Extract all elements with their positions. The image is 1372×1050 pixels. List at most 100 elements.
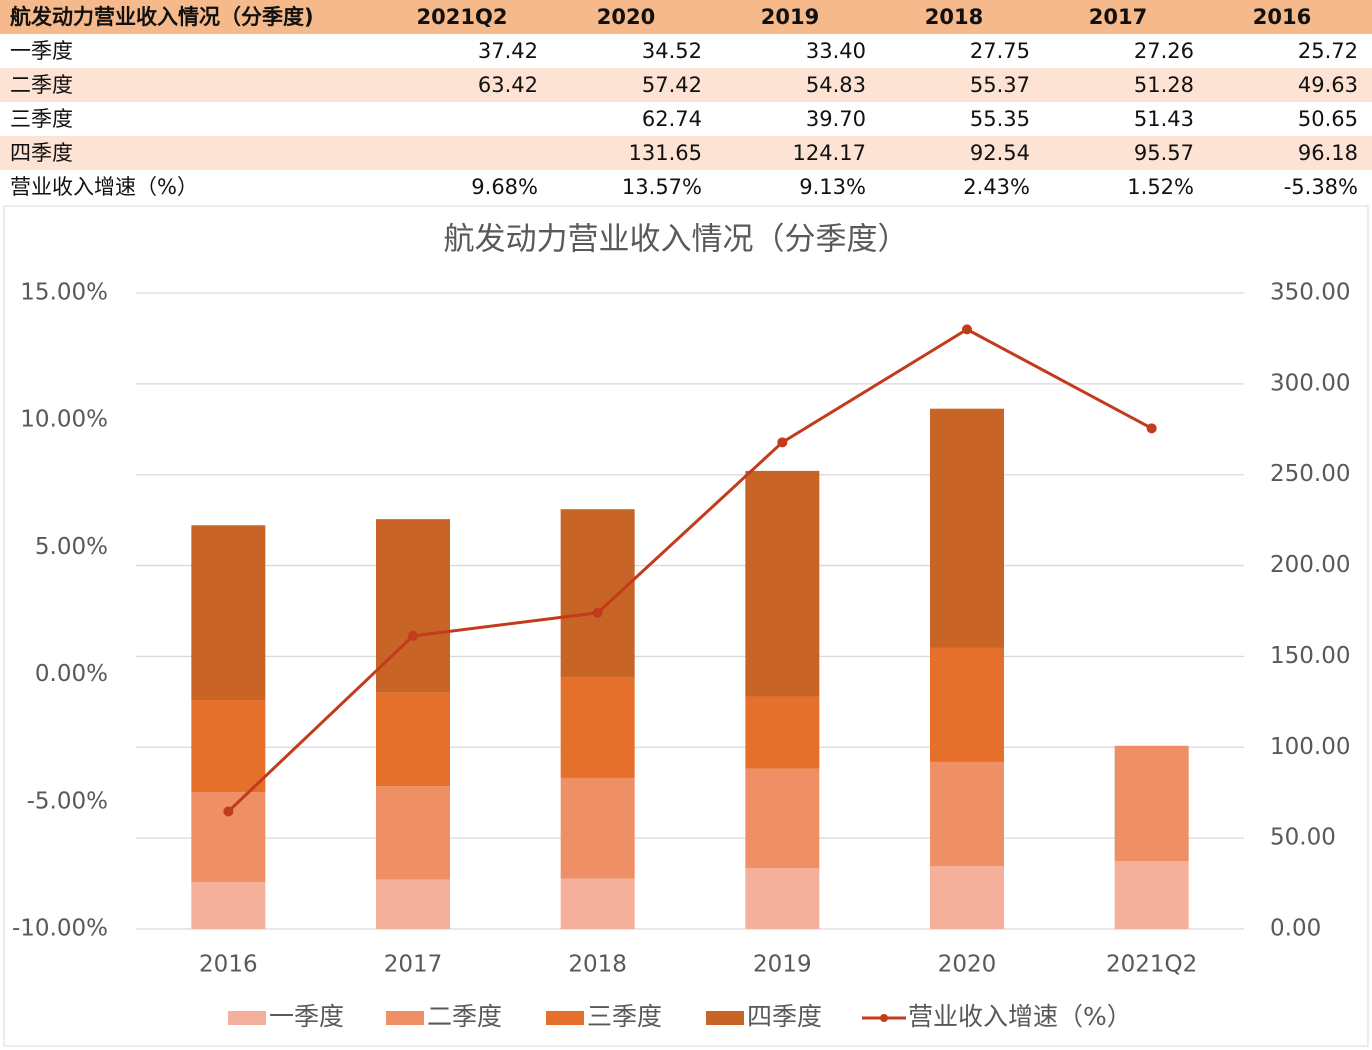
table-cell: 27.26	[1133, 39, 1194, 63]
legend-label: 一季度	[269, 1002, 344, 1031]
table-cell: 33.40	[805, 39, 866, 63]
table-cell: 13.57%	[621, 175, 702, 199]
x-tick-label: 2020	[938, 952, 997, 978]
bar-segment	[1114, 861, 1189, 929]
table-cell: 2018	[924, 5, 984, 29]
bar-segment	[745, 868, 820, 929]
y-tick-label: 15.00%	[20, 280, 108, 306]
bar-segment	[560, 777, 635, 879]
table-cell: 航发动力营业收入情况（分季度)	[10, 5, 314, 29]
table-cell: 95.57	[1133, 141, 1194, 165]
bar-segment	[376, 692, 450, 787]
bar-segment	[191, 882, 266, 929]
table-cell: 1.52%	[1127, 175, 1194, 199]
bar-segment	[376, 519, 450, 693]
table-row: 四季度 131.65 124.17 92.54 95.57 96.18	[0, 136, 1372, 170]
x-tick-label: 2021Q2	[1106, 952, 1197, 978]
line-marker	[962, 324, 972, 335]
table-cell: 50.65	[1297, 107, 1358, 131]
table-cell: 54.83	[805, 73, 866, 97]
x-tick-label: 2019	[753, 952, 812, 978]
table-cell: -5.38%	[1283, 175, 1358, 199]
bar-segment	[560, 878, 635, 929]
bar-segment	[930, 866, 1004, 929]
table-cell: 营业收入增速（%）	[10, 175, 198, 199]
y-tick-label: 10.00%	[20, 407, 108, 433]
bar-segment	[376, 786, 450, 880]
table-row: 营业收入增速（%） 9.68% 13.57% 9.13% 2.43% 1.52% -5.38…	[0, 170, 1372, 204]
table-cell: 57.42	[641, 73, 702, 97]
table-row: 航发动力营业收入情况（分季度) 2021Q2 2020 2019 2018 2017 201…	[0, 0, 1372, 34]
bar-segment	[376, 879, 450, 929]
line-marker	[1146, 423, 1157, 434]
table-cell: 2019	[760, 5, 820, 29]
table-cell: 2017	[1088, 5, 1148, 29]
table-cell: 131.65	[628, 141, 702, 165]
y2-tick-label: 50.00	[1270, 825, 1336, 851]
chart-border	[3, 205, 1369, 1047]
x-tick-label: 2017	[384, 952, 443, 978]
y-tick-label: 5.00%	[35, 534, 108, 560]
table-cell: 9.68%	[471, 175, 538, 199]
table-cell: 55.37	[969, 73, 1030, 97]
table-cell: 124.17	[792, 141, 866, 165]
y2-tick-label: 350.00	[1270, 280, 1350, 306]
table-row: 一季度 37.42 34.52 33.40 27.75 27.26 25.72	[0, 34, 1372, 68]
line-marker	[223, 806, 234, 817]
table-cell: 四季度	[10, 141, 73, 165]
bar-segment	[930, 408, 1004, 648]
table-cell: 51.28	[1133, 73, 1194, 97]
line-marker	[592, 607, 603, 618]
table-cell: 2016	[1252, 5, 1312, 29]
legend-label: 三季度	[587, 1002, 662, 1031]
table-cell: 2020	[596, 5, 656, 29]
table-cell: 25.72	[1297, 39, 1358, 63]
table-cell: 63.42	[477, 73, 538, 97]
table-cell: 一季度	[10, 39, 73, 63]
bar-segment	[745, 470, 820, 697]
y2-tick-label: 100.00	[1270, 734, 1350, 760]
bar-segment	[745, 768, 820, 869]
table-cell: 9.13%	[799, 175, 866, 199]
legend-swatch	[880, 1014, 888, 1022]
table-cell: 51.43	[1133, 107, 1194, 131]
table-cell: 49.63	[1297, 73, 1358, 97]
table-cell: 27.75	[969, 39, 1030, 63]
table-cell: 二季度	[10, 73, 73, 97]
table-cell: 62.74	[641, 107, 702, 131]
y-tick-label: -10.00%	[12, 916, 108, 942]
y2-tick-label: 200.00	[1270, 552, 1350, 578]
x-tick-label: 2016	[199, 952, 258, 978]
legend-label: 二季度	[427, 1002, 502, 1031]
table-cell: 34.52	[641, 39, 702, 63]
table-cell: 92.54	[969, 141, 1030, 165]
table-row: 三季度 62.74 39.70 55.35 51.43 50.65	[0, 102, 1372, 136]
bar-segment	[930, 761, 1004, 867]
line-marker	[408, 630, 418, 641]
table-cell: 55.35	[969, 107, 1030, 131]
bar-segment	[1114, 745, 1189, 862]
legend-swatch	[228, 1011, 266, 1025]
y-tick-label: -5.00%	[27, 788, 108, 814]
y-tick-label: 0.00%	[35, 661, 108, 687]
bar-segment	[560, 509, 635, 678]
bar-segment	[745, 696, 820, 769]
y2-tick-label: 300.00	[1270, 370, 1350, 396]
bar-segment	[560, 677, 635, 778]
table-cell: 39.70	[805, 107, 866, 131]
y2-tick-label: 0.00	[1270, 916, 1321, 942]
table-cell: 2021Q2	[416, 5, 508, 29]
bar-segment	[191, 700, 266, 793]
line-marker	[777, 437, 788, 448]
bar-segment	[191, 792, 266, 883]
y2-tick-label: 250.00	[1270, 461, 1350, 487]
x-tick-label: 2018	[568, 952, 627, 978]
table-cell: 2.43%	[963, 175, 1030, 199]
bar-segment	[191, 525, 266, 701]
legend-label: 营业收入增速（%）	[908, 1002, 1132, 1031]
table-cell: 三季度	[10, 107, 73, 131]
bar-segment	[930, 647, 1004, 762]
line	[227, 327, 1153, 813]
